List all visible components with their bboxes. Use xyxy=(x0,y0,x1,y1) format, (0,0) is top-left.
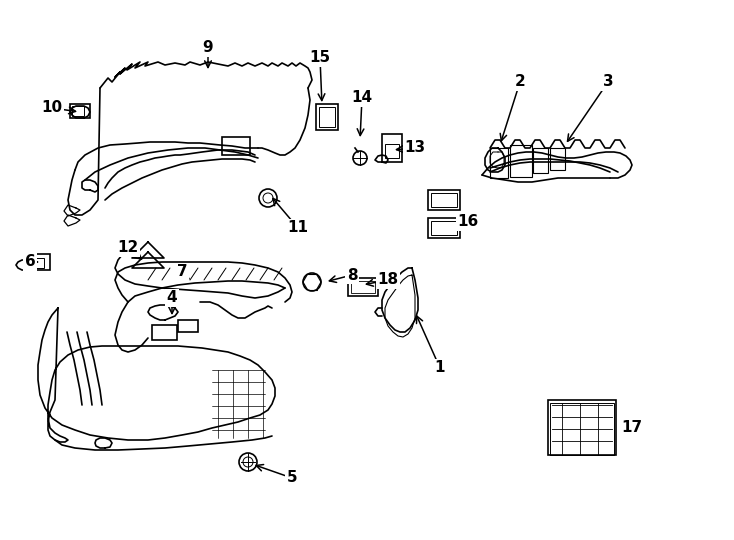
Text: 9: 9 xyxy=(203,40,214,56)
Text: 3: 3 xyxy=(603,75,614,90)
Bar xyxy=(72,106,84,116)
Text: 8: 8 xyxy=(346,267,357,282)
Bar xyxy=(533,148,548,173)
Bar xyxy=(28,254,50,270)
Text: 11: 11 xyxy=(288,220,308,235)
Text: 18: 18 xyxy=(377,273,399,287)
Text: 1: 1 xyxy=(435,361,446,375)
Text: 10: 10 xyxy=(41,100,62,116)
Bar xyxy=(152,325,177,340)
Bar xyxy=(548,400,616,455)
Bar xyxy=(222,137,250,155)
Text: 15: 15 xyxy=(310,51,330,65)
Text: 17: 17 xyxy=(622,421,642,435)
Text: 6: 6 xyxy=(25,254,35,269)
Bar xyxy=(30,258,44,268)
Bar xyxy=(178,320,198,332)
Text: 14: 14 xyxy=(352,91,373,105)
Text: 16: 16 xyxy=(457,214,479,230)
Bar xyxy=(510,145,532,177)
Bar xyxy=(319,107,335,127)
Text: 13: 13 xyxy=(404,140,426,156)
Text: 4: 4 xyxy=(167,291,178,306)
Bar xyxy=(428,218,460,238)
Bar xyxy=(490,148,508,178)
Bar xyxy=(70,104,90,118)
Bar xyxy=(431,193,457,207)
Bar xyxy=(382,134,402,162)
Bar xyxy=(550,403,614,455)
Bar xyxy=(428,190,460,210)
Bar xyxy=(316,104,338,130)
Bar xyxy=(385,144,399,158)
Bar xyxy=(351,281,375,293)
Text: 2: 2 xyxy=(515,75,526,90)
Text: 12: 12 xyxy=(117,240,139,255)
Text: 5: 5 xyxy=(287,470,297,485)
Text: 7: 7 xyxy=(177,265,187,280)
Bar xyxy=(348,278,378,296)
Bar xyxy=(550,148,565,170)
Bar xyxy=(431,221,457,235)
